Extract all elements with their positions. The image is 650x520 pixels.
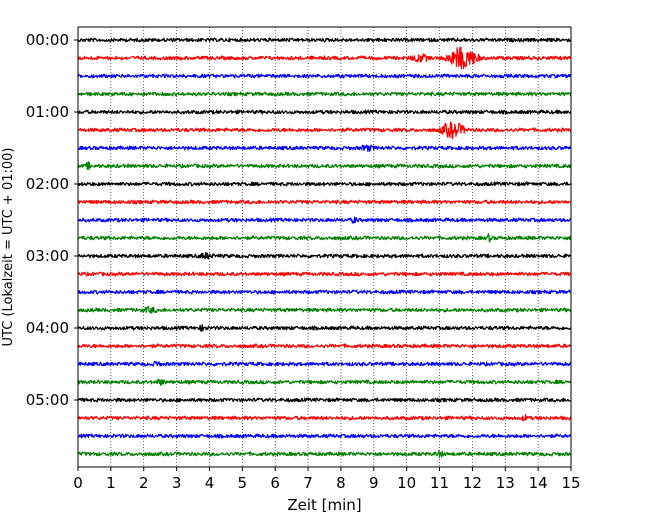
trace-0130	[77, 144, 572, 152]
y-tick-label: 03:00	[26, 247, 69, 265]
y-tick-label: 01:00	[26, 103, 69, 121]
trace-0100	[77, 109, 572, 115]
x-gridlines	[110, 27, 539, 467]
y-axis-label: UTC (Lokalzeit = UTC + 01:00)	[1, 148, 16, 347]
trace-0145	[77, 161, 572, 171]
x-tick-label: 9	[369, 474, 379, 492]
trace-0530	[77, 433, 572, 439]
x-tick-label: 3	[172, 474, 182, 492]
trace-0315	[77, 271, 572, 277]
x-tick-label: 0	[73, 474, 83, 492]
x-tick-label: 4	[205, 474, 215, 492]
trace-0300	[77, 252, 572, 260]
x-tick-label: 14	[529, 474, 548, 492]
trace-0200	[77, 181, 572, 187]
trace-0415	[77, 343, 572, 349]
trace-0115	[77, 121, 572, 140]
trace-0545	[77, 449, 572, 459]
x-tick-label: 11	[430, 474, 449, 492]
trace-0500	[77, 397, 572, 403]
plot-frame	[77, 26, 572, 468]
y-tick-label: 00:00	[26, 31, 69, 49]
trace-0330	[77, 289, 572, 295]
x-axis-label: Zeit [min]	[287, 496, 361, 514]
trace-0400	[77, 324, 572, 332]
x-axis-ticks: 0 1 2 3 4 5 6 7 8 9 10 11 12 13 14 15	[73, 467, 581, 492]
trace-0030	[77, 73, 572, 79]
trace-0230	[77, 216, 572, 224]
trace-0245	[77, 233, 572, 243]
trace-0430	[77, 360, 572, 367]
trace-0445	[77, 378, 572, 386]
x-tick-label: 7	[303, 474, 313, 492]
trace-0000	[77, 37, 572, 43]
x-tick-label: 10	[397, 474, 416, 492]
y-tick-label: 02:00	[26, 175, 69, 193]
trace-0045	[77, 91, 572, 97]
y-tick-label: 04:00	[26, 319, 69, 337]
x-tick-label: 12	[463, 474, 482, 492]
x-tick-label: 2	[139, 474, 149, 492]
x-tick-label: 8	[336, 474, 346, 492]
trace-0345	[77, 305, 572, 314]
x-tick-label: 1	[106, 474, 116, 492]
trace-0215	[77, 199, 572, 205]
trace-0015	[77, 46, 572, 70]
y-axis-ticks: 00:00 01:00 02:00 03:00 04:00 05:00	[26, 31, 78, 409]
trace-group	[77, 37, 572, 459]
x-tick-label: 5	[238, 474, 248, 492]
trace-0515	[77, 413, 572, 422]
x-tick-label: 15	[561, 474, 580, 492]
x-tick-label: 6	[270, 474, 280, 492]
x-tick-label: 13	[496, 474, 515, 492]
y-tick-label: 05:00	[26, 391, 69, 409]
